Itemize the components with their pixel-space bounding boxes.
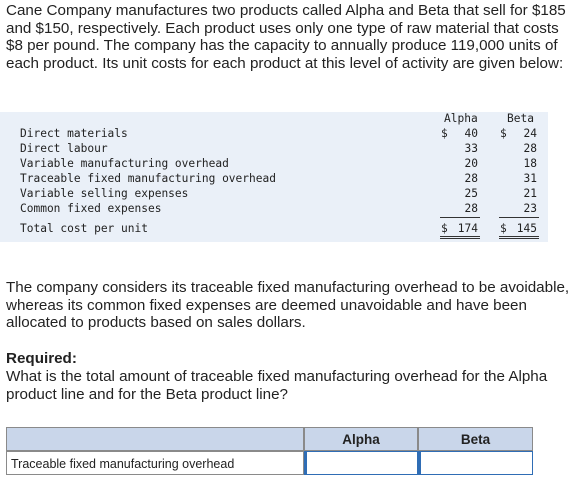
- row-label-traceable-fixed-overhead: Traceable fixed manufacturing overhead: [20, 172, 276, 185]
- alpha-variable-mfg-overhead: 20: [464, 157, 478, 170]
- alpha-direct-labour: 33: [464, 142, 478, 155]
- answer-grid: Alpha Beta Traceable fixed manufacturing…: [6, 427, 533, 475]
- header-alpha: Alpha: [444, 112, 478, 125]
- row-label-variable-selling: Variable selling expenses: [20, 187, 189, 200]
- beta-direct-labour: 28: [523, 142, 537, 155]
- row-label-total: Total cost per unit: [20, 222, 148, 235]
- alpha-variable-selling: 25: [464, 187, 478, 200]
- answer-header-beta: Beta: [418, 427, 533, 451]
- beta-total: 145: [516, 222, 537, 235]
- problem-intro: Cane Company manufactures two products c…: [6, 2, 566, 72]
- required-question: What is the total amount of traceable fi…: [6, 368, 548, 403]
- row-label-common-fixed: Common fixed expenses: [20, 202, 162, 215]
- beta-total-double-rule-2: [499, 238, 539, 239]
- header-beta: Beta: [507, 112, 534, 125]
- answer-header-alpha: Alpha: [304, 427, 418, 451]
- overhead-note: The company considers its traceable fixe…: [6, 279, 570, 331]
- beta-answer-input[interactable]: [418, 451, 533, 475]
- beta-variable-selling: 21: [523, 187, 537, 200]
- unit-cost-table: Alpha Beta Direct materials $ 40 $ 24 Di…: [0, 112, 548, 242]
- beta-common-fixed: 23: [523, 202, 537, 215]
- currency-symbol: $: [441, 222, 448, 235]
- row-label-direct-materials: Direct materials: [20, 127, 128, 140]
- currency-symbol: $: [500, 127, 507, 140]
- beta-subtotal-rule: [499, 217, 539, 218]
- beta-total-double-rule-1: [499, 236, 539, 237]
- alpha-subtotal-rule: [440, 217, 480, 218]
- row-label-direct-labour: Direct labour: [20, 142, 108, 155]
- alpha-answer-input[interactable]: [304, 451, 418, 475]
- alpha-direct-materials: 40: [464, 127, 478, 140]
- alpha-traceable-fixed-overhead: 28: [464, 172, 478, 185]
- beta-direct-materials: 24: [523, 127, 537, 140]
- currency-symbol: $: [441, 127, 448, 140]
- answer-grid-corner: [6, 427, 304, 451]
- row-label-variable-mfg-overhead: Variable manufacturing overhead: [20, 157, 229, 170]
- alpha-total-double-rule-2: [440, 238, 480, 239]
- alpha-total: 174: [457, 222, 478, 235]
- currency-symbol: $: [500, 222, 507, 235]
- required-heading: Required:: [6, 350, 77, 367]
- answer-row-label: Traceable fixed manufacturing overhead: [6, 451, 304, 475]
- alpha-total-double-rule-1: [440, 236, 480, 237]
- alpha-common-fixed: 28: [464, 202, 478, 215]
- beta-traceable-fixed-overhead: 31: [523, 172, 537, 185]
- beta-variable-mfg-overhead: 18: [523, 157, 537, 170]
